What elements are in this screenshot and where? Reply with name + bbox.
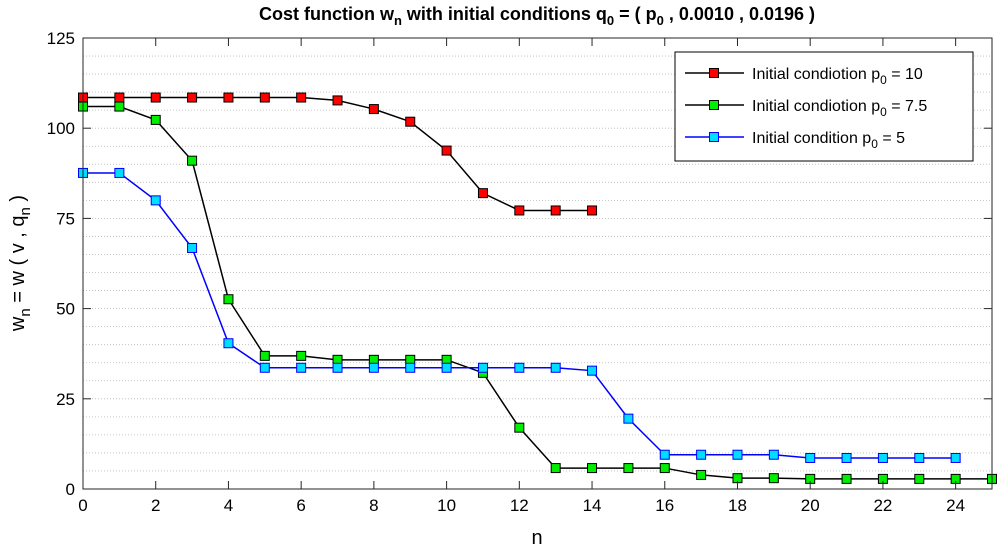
- data-point-0: [514, 205, 525, 216]
- data-point-2: [368, 362, 379, 373]
- data-point-1: [150, 114, 161, 125]
- x-tick-label: 22: [873, 496, 892, 515]
- data-point-0: [332, 95, 343, 106]
- data-point-2: [732, 449, 743, 460]
- legend-marker: [709, 132, 719, 142]
- y-tick-label: 125: [47, 29, 75, 48]
- data-point-2: [550, 362, 561, 373]
- y-tick-label: 0: [66, 480, 75, 499]
- x-axis-label: n: [531, 527, 542, 549]
- legend: Initial condiotion p0 = 10 Initial condi…: [674, 51, 974, 162]
- legend-label: Initial condition p0 = 5: [752, 130, 905, 151]
- legend-item: Initial condition p0 = 5: [685, 130, 905, 151]
- data-point-2: [259, 362, 270, 373]
- data-point-0: [296, 92, 307, 103]
- x-tick-label: 8: [369, 496, 378, 515]
- data-point-2: [623, 413, 634, 424]
- data-point-2: [659, 449, 670, 460]
- data-point-2: [187, 242, 198, 253]
- legend-label: Initial condiotion p0 = 10: [752, 66, 923, 87]
- x-tick-label: 0: [78, 496, 87, 515]
- data-point-2: [696, 449, 707, 460]
- data-point-1: [623, 463, 634, 474]
- data-point-1: [514, 422, 525, 433]
- data-point-0: [405, 116, 416, 127]
- plot-area-frame: [82, 37, 993, 490]
- x-tick-label: 24: [946, 496, 965, 515]
- data-point-1: [114, 101, 125, 112]
- data-point-0: [223, 92, 234, 103]
- data-point-2: [477, 362, 488, 373]
- y-tick-label: 100: [47, 119, 75, 138]
- data-point-2: [405, 362, 416, 373]
- data-point-1: [587, 463, 598, 474]
- x-tick-label: 6: [296, 496, 305, 515]
- data-point-0: [259, 92, 270, 103]
- data-point-1: [768, 473, 779, 484]
- data-point-2: [950, 452, 961, 463]
- data-point-2: [441, 362, 452, 373]
- data-point-0: [114, 92, 125, 103]
- data-point-1: [914, 473, 925, 484]
- data-point-1: [187, 155, 198, 166]
- x-tick-label: 18: [728, 496, 747, 515]
- data-point-1: [841, 473, 852, 484]
- data-point-2: [296, 362, 307, 373]
- data-point-1: [550, 463, 561, 474]
- x-tick-label: 14: [583, 496, 602, 515]
- legend-item: Initial condiotion p0 = 10: [685, 66, 923, 87]
- data-point-2: [587, 365, 598, 376]
- data-point-1: [696, 469, 707, 480]
- data-point-2: [768, 449, 779, 460]
- data-point-2: [150, 195, 161, 206]
- data-point-1: [259, 350, 270, 361]
- data-point-0: [187, 92, 198, 103]
- y-tick-label: 75: [56, 209, 75, 228]
- data-point-2: [841, 452, 852, 463]
- data-point-2: [332, 362, 343, 373]
- data-point-0: [368, 104, 379, 115]
- x-tick-label: 10: [437, 496, 456, 515]
- data-point-1: [223, 294, 234, 305]
- x-tick-label: 4: [224, 496, 233, 515]
- x-tick-label: 16: [655, 496, 674, 515]
- x-tick-label: 2: [151, 496, 160, 515]
- legend-box: [674, 51, 974, 162]
- x-tick-label: 12: [510, 496, 529, 515]
- data-point-0: [587, 205, 598, 216]
- legend-item: Initial condiotion p0 = 7.5: [685, 98, 927, 119]
- data-point-2: [877, 452, 888, 463]
- y-tick-label: 25: [56, 390, 75, 409]
- y-axis-label: wn = w ( v , qn ): [7, 195, 34, 332]
- data-point-2: [914, 452, 925, 463]
- data-point-1: [296, 350, 307, 361]
- legend-label: Initial condiotion p0 = 7.5: [752, 98, 927, 119]
- data-point-0: [550, 205, 561, 216]
- data-point-2: [514, 362, 525, 373]
- legend-marker: [709, 68, 719, 78]
- series-line-1: [83, 105, 992, 480]
- y-tick-label: 50: [56, 300, 75, 319]
- data-point-0: [477, 188, 488, 199]
- chart-title: Cost function wn with initial conditions…: [259, 4, 815, 28]
- axes: [82, 37, 993, 490]
- data-point-1: [659, 463, 670, 474]
- legend-marker: [709, 100, 719, 110]
- data-point-2: [114, 167, 125, 178]
- data-point-0: [150, 92, 161, 103]
- x-tick-label: 20: [801, 496, 820, 515]
- data-point-2: [805, 452, 816, 463]
- data-point-2: [223, 338, 234, 349]
- data-point-0: [441, 145, 452, 156]
